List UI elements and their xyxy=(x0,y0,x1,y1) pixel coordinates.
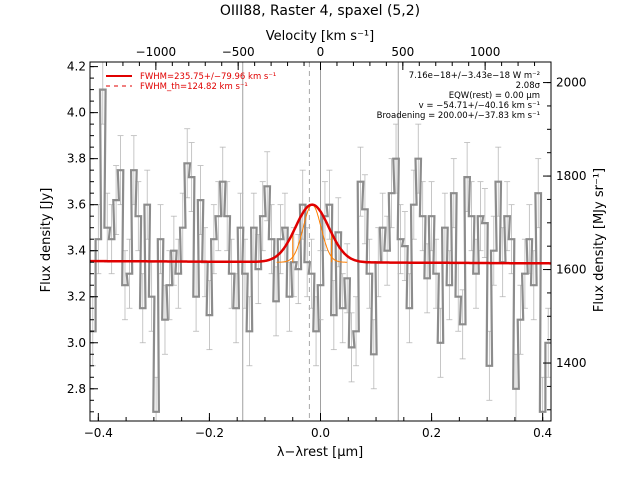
x-tick-label: −0.4 xyxy=(84,426,113,440)
x2-tick-label: 0 xyxy=(317,45,325,59)
y-tick-label: 3.2 xyxy=(67,290,86,304)
plot-area xyxy=(90,62,551,421)
top-axis-title: Velocity [km s⁻¹] xyxy=(266,29,374,44)
axes: −0.4 −0.2 0.0 0.2 0.4 −1000 −500 0 500 1000 2.8 3.0… xyxy=(67,45,587,440)
annotation-line-3: EQW(rest) = 0.00 µm xyxy=(449,91,540,101)
annotation-line-2: 2.08σ xyxy=(516,81,541,91)
x-tick-label: 0.2 xyxy=(422,426,441,440)
y2-tick-label: 1800 xyxy=(556,169,587,183)
plot-inner xyxy=(90,62,551,421)
y-tick-label: 3.0 xyxy=(67,336,86,350)
y-tick-label: 3.8 xyxy=(67,152,86,166)
y2-tick-label: 2000 xyxy=(556,76,587,90)
y-tick-label: 3.6 xyxy=(67,198,86,212)
y-tick-label: 4.2 xyxy=(67,60,86,74)
legend: FWHM=235.75+/−79.96 km s⁻¹FWHM_th=124.82… xyxy=(106,72,276,92)
x-tick-label: −0.2 xyxy=(195,426,224,440)
y-axis-title: Flux density [Jy] xyxy=(39,188,54,293)
gaussian-fit-line xyxy=(90,203,551,265)
y-tick-label: 2.8 xyxy=(67,382,86,396)
annotation-line-1: 7.16e−18+/−3.43e−18 W m⁻² xyxy=(409,71,540,81)
x-tick-label: 0.4 xyxy=(533,426,552,440)
y2-tick-label: 1400 xyxy=(556,356,587,370)
right-axis-title: Flux density [MJy sr⁻¹] xyxy=(592,168,607,312)
annotations: 7.16e−18+/−3.43e−18 W m⁻²2.08σEQW(rest) … xyxy=(377,71,541,121)
annotation-line-4: v = −54.71+/−40.16 km s⁻¹ xyxy=(419,101,540,111)
y2-tick-label: 1600 xyxy=(556,263,587,277)
legend-thermal-label: FWHM_th=124.82 km s⁻¹ xyxy=(140,82,248,92)
x2-tick-label: 500 xyxy=(391,45,414,59)
x-tick-label: 0.0 xyxy=(311,426,330,440)
annotation-line-5: Broadening = 200.00+/−37.83 km s⁻¹ xyxy=(377,111,540,121)
x2-tick-label: −500 xyxy=(222,45,255,59)
spectrum-line xyxy=(90,88,551,413)
y-tick-label: 3.4 xyxy=(67,244,86,258)
chart-title: OIII88, Raster 4, spaxel (5,2) xyxy=(220,3,420,19)
y-tick-label: 4.0 xyxy=(67,106,86,120)
x2-tick-label: 1000 xyxy=(470,45,501,59)
x2-tick-label: −1000 xyxy=(136,45,177,59)
legend-fit-label: FWHM=235.75+/−79.96 km s⁻¹ xyxy=(140,72,276,82)
x-axis-title: λ−λrest [µm] xyxy=(277,445,363,460)
